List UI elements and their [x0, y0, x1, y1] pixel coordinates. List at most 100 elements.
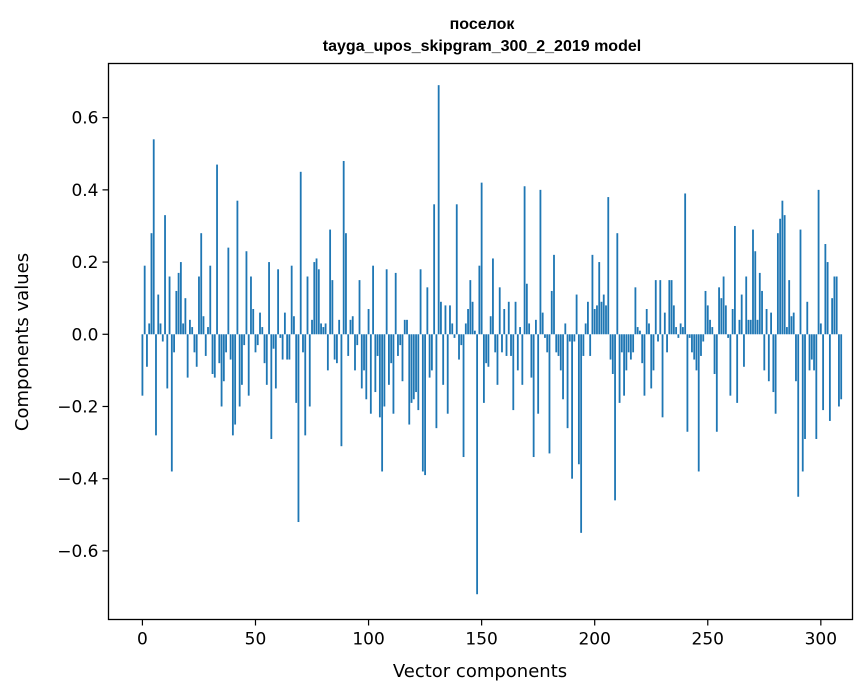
bar [512, 334, 515, 411]
bar [537, 334, 540, 414]
bar [229, 334, 232, 360]
bar [711, 327, 714, 335]
bar [293, 316, 295, 335]
bar [469, 280, 472, 335]
bar [164, 215, 166, 335]
bar [625, 334, 628, 371]
y-tick-label: −0.6 [57, 542, 98, 562]
bar [587, 301, 589, 335]
bar [467, 309, 469, 335]
bar [795, 334, 797, 382]
bar [143, 265, 146, 335]
bar [146, 334, 148, 367]
bar [541, 312, 544, 335]
bar [835, 276, 838, 335]
bar [582, 334, 585, 356]
bar [684, 193, 687, 335]
bar [641, 334, 644, 364]
bar [367, 309, 370, 335]
bar [727, 334, 730, 338]
bar [213, 334, 216, 378]
bar [440, 301, 442, 335]
bar [767, 334, 770, 382]
bar [557, 334, 560, 356]
bar [503, 309, 506, 335]
bar [231, 334, 234, 436]
bar [182, 323, 185, 335]
bar [254, 334, 257, 353]
bar [629, 334, 632, 360]
bar [333, 334, 336, 360]
bar [555, 334, 558, 353]
bar [616, 233, 619, 335]
bar [718, 287, 720, 335]
bar [577, 334, 580, 465]
bar [161, 334, 164, 342]
bar [498, 287, 501, 335]
bar [349, 319, 352, 335]
bar [270, 334, 273, 439]
bar [704, 290, 707, 335]
bar [620, 334, 623, 353]
bar [505, 334, 508, 356]
bar [783, 215, 786, 335]
bar [632, 334, 635, 353]
bar [394, 272, 397, 335]
bar [378, 334, 381, 418]
bar [295, 334, 298, 403]
bar [460, 334, 463, 346]
bar [383, 334, 386, 407]
bar [804, 334, 806, 439]
bar [602, 294, 605, 335]
bar [535, 319, 537, 335]
bar [652, 334, 655, 371]
bar [166, 334, 169, 389]
bar [580, 334, 583, 533]
bar [523, 186, 526, 335]
bar [256, 334, 259, 346]
bar [268, 262, 270, 335]
bar [686, 334, 689, 432]
x-tick-label: 0 [137, 630, 148, 650]
chart-title: поселок [450, 16, 516, 33]
x-tick-label: 250 [692, 630, 724, 650]
bar [745, 276, 748, 335]
bar [634, 287, 637, 335]
y-axis-label: Components values [12, 253, 33, 431]
bar [596, 305, 598, 335]
bar [758, 272, 761, 335]
y-tick-label: 0.4 [71, 181, 98, 201]
bar [426, 287, 429, 335]
bar [831, 298, 834, 335]
bar [351, 316, 354, 335]
bar [453, 334, 456, 338]
bar [688, 334, 691, 338]
bar [376, 334, 379, 356]
bar [713, 334, 716, 374]
bar [388, 334, 390, 385]
bar [288, 334, 291, 360]
bar [241, 334, 243, 385]
bar [385, 269, 388, 335]
bar [342, 160, 345, 335]
bar [492, 258, 494, 335]
bar [487, 334, 490, 367]
bar [179, 262, 182, 335]
bar [516, 334, 519, 371]
bar [553, 254, 555, 335]
bar [607, 197, 610, 335]
bar [200, 233, 203, 335]
bar [311, 319, 313, 335]
bar [627, 334, 630, 353]
x-tick-label: 50 [245, 630, 267, 650]
bar [175, 290, 178, 335]
bar [808, 334, 811, 371]
bar [374, 334, 377, 393]
bar [336, 334, 338, 364]
y-tick-label: −0.2 [57, 397, 98, 417]
bar [437, 85, 440, 335]
bar [507, 301, 510, 335]
bar [410, 334, 413, 403]
bar [801, 334, 804, 472]
